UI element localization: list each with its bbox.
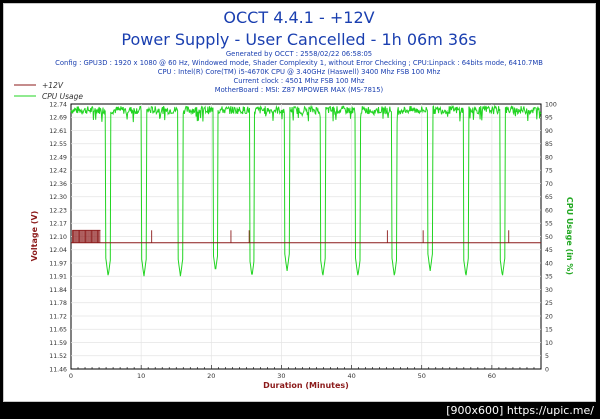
- chart-subtitle: Power Supply - User Cancelled - 1h 06m 3…: [121, 30, 476, 49]
- y-tick-label: 11.84: [49, 287, 67, 294]
- y-axis-ticks: 12.74 12.69 12.61 12.55 12.49 12.42 12.36 12.30…: [49, 101, 67, 373]
- x-tick-label: 20: [207, 372, 215, 380]
- y-tick-label: 12.04: [49, 247, 67, 254]
- series-cpu-usage: [70, 104, 542, 277]
- y-tick-label: 12.17: [49, 221, 67, 228]
- y2-tick-label: 10: [545, 340, 553, 347]
- y2-tick-label: 30: [545, 287, 553, 294]
- y2-tick-label: 75: [545, 168, 553, 175]
- y2-tick-label: 20: [545, 313, 553, 320]
- chart-title: OCCT 4.4.1 - +12V: [223, 8, 374, 27]
- x-tick-label: 40: [347, 372, 355, 380]
- cpu-usage-line: [70, 104, 542, 277]
- grid: [71, 104, 541, 369]
- y2-tick-label: 60: [545, 207, 553, 214]
- series-voltage: [71, 229, 541, 244]
- y-tick-label: 12.30: [49, 194, 67, 201]
- legend-cpu-label: CPU Usage: [42, 92, 83, 101]
- y2-tick-label: 15: [545, 327, 553, 334]
- y-tick-label: 12.42: [49, 168, 67, 175]
- x-tick-label: 30: [277, 372, 285, 380]
- y-tick-label: 12.36: [49, 181, 67, 188]
- y2-tick-label: 70: [545, 181, 553, 188]
- legend: +12V CPU Usage: [14, 81, 83, 101]
- y-tick-label: 12.10: [49, 234, 67, 241]
- report-panel: OCCT 4.4.1 - +12V Power Supply - User Ca…: [3, 3, 596, 402]
- x-axis-ticks: 0 10 20 30 40 50 60: [69, 365, 542, 380]
- y2-tick-label: 25: [545, 300, 553, 307]
- y-tick-label: 12.55: [49, 141, 67, 148]
- y-axis-label: Voltage (V): [30, 211, 39, 262]
- info-line: Generated by OCCT : 2558/02/22 06:58:05: [226, 50, 372, 58]
- y2-tick-label: 65: [545, 194, 553, 201]
- y-tick-label: 12.49: [49, 154, 67, 161]
- x-tick-label: 50: [418, 372, 426, 380]
- y-tick-label: 11.59: [49, 340, 67, 347]
- watermark: [900x600] https://upic.me/: [446, 404, 594, 417]
- y-tick-label: 11.72: [49, 313, 67, 320]
- y-tick-label: 12.69: [49, 115, 67, 122]
- info-line: Config : GPU3D : 1920 x 1080 @ 60 Hz, Wi…: [55, 59, 543, 67]
- y2-axis-ticks: 1009590858075706560555045403530252015105…: [545, 101, 557, 373]
- y2-tick-label: 40: [545, 260, 553, 267]
- y2-tick-label: 45: [545, 247, 553, 254]
- occt-chart: OCCT 4.4.1 - +12V Power Supply - User Ca…: [14, 8, 574, 390]
- y2-tick-label: 35: [545, 274, 553, 281]
- x-tick-label: 10: [137, 372, 145, 380]
- info-lines: Generated by OCCT : 2558/02/22 06:58:05C…: [55, 50, 543, 94]
- y2-tick-label: 0: [545, 366, 549, 373]
- x-axis-label: Duration (Minutes): [263, 381, 349, 390]
- y2-tick-label: 95: [545, 115, 553, 122]
- x-tick-label: 60: [488, 372, 496, 380]
- y2-tick-label: 90: [545, 128, 553, 135]
- y2-tick-label: 55: [545, 221, 553, 228]
- info-line: MotherBoard : MSI: Z87 MPOWER MAX (MS-78…: [215, 86, 384, 94]
- info-line: Current clock : 4501 Mhz FSB 100 Mhz: [234, 77, 365, 85]
- y2-tick-label: 85: [545, 141, 553, 148]
- y-tick-label: 11.97: [49, 260, 67, 267]
- y-tick-label: 11.91: [49, 274, 67, 281]
- y-tick-label: 12.61: [49, 128, 67, 135]
- y-tick-label: 11.46: [49, 366, 67, 373]
- info-line: CPU : Intel(R) Core(TM) i5-4670K CPU @ 3…: [158, 68, 441, 76]
- y-tick-label: 11.52: [49, 353, 67, 360]
- legend-voltage-label: +12V: [42, 81, 64, 90]
- y-tick-label: 12.74: [49, 101, 67, 108]
- y2-tick-label: 5: [545, 353, 549, 360]
- y-tick-label: 11.78: [49, 300, 67, 307]
- y2-tick-label: 100: [545, 101, 557, 108]
- y-tick-label: 11.65: [49, 327, 67, 334]
- x-tick-label: 0: [69, 372, 73, 380]
- y2-axis-label: CPU Usage (in %): [565, 197, 574, 275]
- y2-tick-label: 50: [545, 234, 553, 241]
- y2-tick-label: 80: [545, 154, 553, 161]
- y-tick-label: 12.23: [49, 207, 67, 214]
